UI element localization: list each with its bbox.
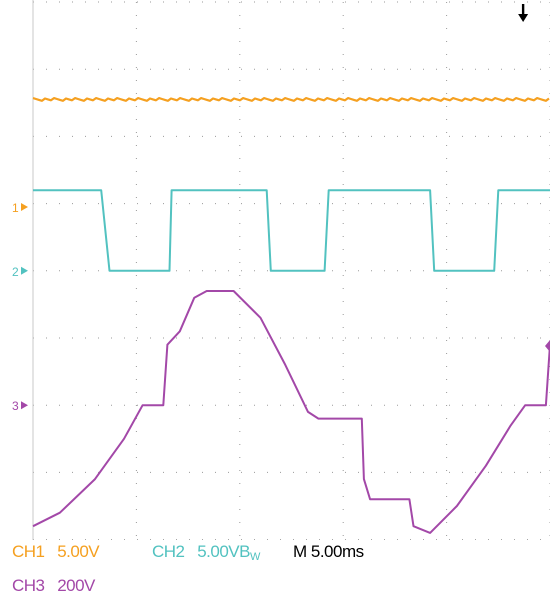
ch2-readout: CH2 5.00VBW <box>152 542 260 563</box>
oscilloscope-display: 1 2 3 <box>12 0 550 540</box>
ch2-bandwidth-limit-sub: W <box>249 551 260 563</box>
ch1-label: CH1 <box>12 542 45 561</box>
ch1-trace <box>32 97 550 102</box>
ch2-label: CH2 <box>152 542 185 561</box>
ch2-scale: 5.00V <box>197 542 240 561</box>
channel-markers: 1 2 3 <box>12 201 28 413</box>
ch2-trace <box>33 189 550 272</box>
trigger-level-arrow-icon <box>545 340 550 352</box>
ch3-marker-label: 3 <box>12 399 19 413</box>
ch3-scale: 200V <box>57 576 95 595</box>
ch2-bandwidth-limit: B <box>239 542 250 561</box>
waveform-traces <box>32 97 550 534</box>
timebase-readout: M 5.00ms <box>293 542 364 561</box>
ch1-marker-arrow-icon <box>21 202 28 211</box>
ch1-marker-label: 1 <box>12 201 19 215</box>
graticule-grid <box>32 0 550 540</box>
ch2-marker-label: 2 <box>12 265 19 279</box>
ch3-readout: CH3 200V <box>12 576 95 596</box>
ch3-label: CH3 <box>12 576 45 595</box>
ch2-marker-arrow-icon <box>21 266 28 275</box>
trigger-position-arrow-icon <box>518 4 529 22</box>
ch1-readout: CH1 5.00V <box>12 542 100 562</box>
ch3-marker-arrow-icon <box>21 401 28 410</box>
ch3-trace <box>32 290 550 534</box>
ch1-scale: 5.00V <box>57 542 100 561</box>
